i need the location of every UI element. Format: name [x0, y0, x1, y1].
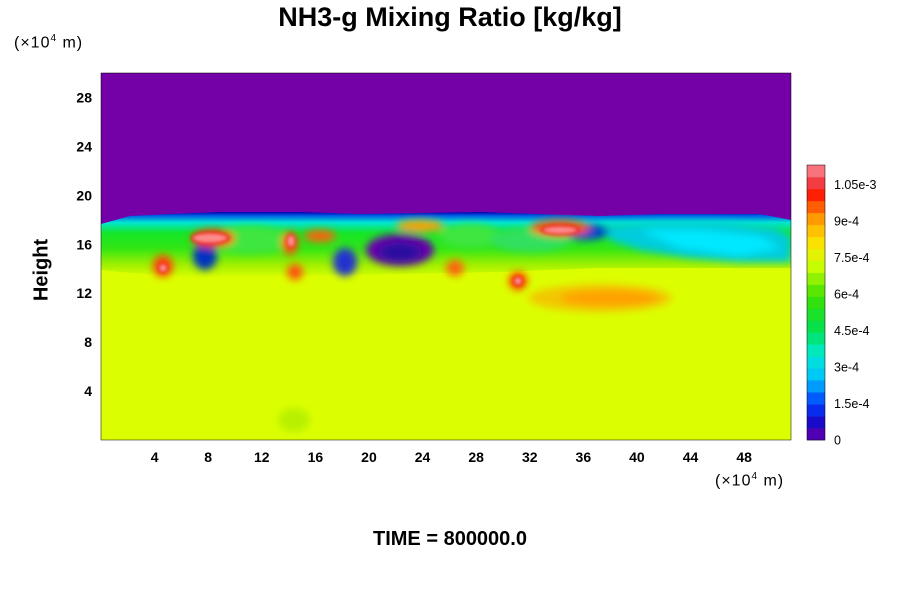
x-tick-label: 16: [308, 449, 324, 465]
x-tick-label: 20: [361, 449, 377, 465]
colorbar-swatch: [807, 284, 825, 297]
colorbar-tick-label: 1.5e-4: [834, 397, 869, 411]
colorbar-swatch: [807, 404, 825, 417]
colorbar-swatch: [807, 344, 825, 357]
colorbar-swatch: [807, 236, 825, 249]
colorbar: 0 1.5e-4 3e-4 4.5e-4 6e-4 7.5e-4 9e-4 1.05e-3: [806, 164, 876, 448]
chart-title: NH3-g Mixing Ratio [kg/kg]: [278, 2, 622, 32]
colorbar-swatch: [807, 188, 825, 202]
colorbar-swatch: [807, 224, 825, 238]
x-tick-label: 36: [576, 449, 592, 465]
x-axis-ticks: 4 8 12 16 20 24 28 32 36 40 44 48: [151, 449, 752, 465]
x-tick-label: 8: [204, 449, 212, 465]
colorbar-swatch: [807, 200, 825, 214]
colorbar-tick-label: 6e-4: [834, 287, 859, 301]
colorbar-swatch: [807, 428, 825, 441]
colorbar-tick-label: 1.05e-3: [834, 178, 876, 192]
plot-frame: [100, 72, 792, 441]
x-tick-label: 28: [468, 449, 484, 465]
colorbar-tick-label: 0: [834, 434, 841, 448]
colorbar-swatch: [807, 332, 825, 345]
region-lower: [101, 268, 791, 440]
x-tick-label: 24: [415, 449, 431, 465]
colorbar-swatch: [807, 308, 825, 321]
colorbar-swatch: [807, 165, 825, 178]
y-tick-label: 20: [76, 187, 92, 203]
x-tick-label: 32: [522, 449, 538, 465]
colorbar-swatch: [807, 260, 825, 273]
colorbar-swatch: [807, 320, 825, 333]
time-annotation: TIME = 800000.0: [373, 528, 527, 550]
x-axis-unit: (×104 m): [715, 471, 785, 490]
colorbar-swatch: [807, 380, 825, 393]
colorbar-swatch: [807, 416, 825, 429]
x-tick-label: 44: [683, 449, 699, 465]
y-tick-label: 8: [84, 334, 92, 350]
colorbar-swatch: [807, 248, 825, 261]
colorbar-swatch: [807, 212, 825, 226]
y-tick-label: 28: [76, 89, 92, 105]
colorbar-tick-label: 4.5e-4: [834, 324, 869, 338]
y-axis-unit: (×104 m): [14, 33, 84, 52]
x-tick-label: 40: [629, 449, 645, 465]
cloud-structures: [153, 220, 791, 432]
colorbar-swatch: [807, 176, 825, 190]
colorbar-tick-label: 9e-4: [834, 214, 859, 228]
peak-cores: [158, 225, 579, 286]
colorbar-tick-label: 3e-4: [834, 360, 859, 374]
colorbar-tick-label: 7.5e-4: [834, 251, 869, 265]
y-tick-label: 4: [84, 383, 92, 399]
colorbar-swatch: [807, 368, 825, 381]
colorbar-swatch: [807, 356, 825, 369]
y-tick-label: 24: [76, 138, 92, 154]
colorbar-frame: [806, 164, 826, 441]
x-tick-label: 4: [151, 449, 159, 465]
heatmap-field: [101, 73, 791, 440]
colorbar-swatch: [807, 296, 825, 309]
colorbar-swatch: [807, 272, 825, 285]
y-axis-ticks: 4 8 12 16 20 24 28: [76, 89, 92, 399]
y-tick-label: 16: [76, 236, 92, 252]
colorbar-swatch: [807, 392, 825, 405]
x-tick-label: 12: [254, 449, 270, 465]
y-tick-label: 12: [76, 285, 92, 301]
x-tick-label: 48: [736, 449, 752, 465]
